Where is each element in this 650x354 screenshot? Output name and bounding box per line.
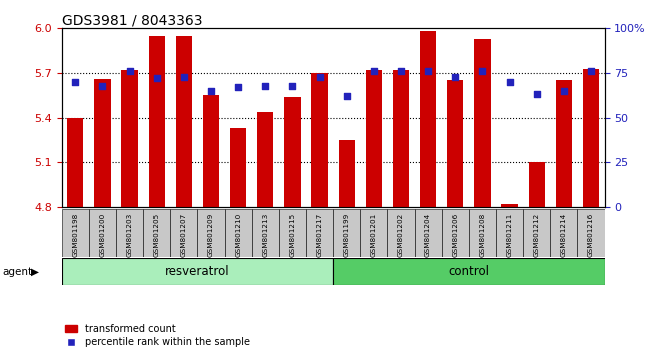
Bar — [550, 209, 577, 257]
Point — [179, 74, 189, 79]
Text: GDS3981 / 8043363: GDS3981 / 8043363 — [62, 13, 202, 27]
Bar — [203, 95, 219, 354]
Text: GSM801209: GSM801209 — [208, 213, 214, 257]
Bar — [393, 70, 409, 354]
Point — [315, 74, 325, 79]
Point — [369, 68, 379, 74]
Text: GSM801216: GSM801216 — [588, 213, 594, 257]
Bar — [306, 209, 333, 257]
Bar — [387, 209, 415, 257]
Text: GSM801202: GSM801202 — [398, 213, 404, 257]
Bar — [279, 209, 306, 257]
Bar — [469, 209, 496, 257]
Legend: transformed count, percentile rank within the sample: transformed count, percentile rank withi… — [63, 322, 252, 349]
Text: GSM801211: GSM801211 — [506, 213, 512, 257]
Bar — [257, 112, 274, 354]
Bar — [94, 79, 111, 354]
Text: GSM801214: GSM801214 — [561, 213, 567, 257]
Point — [287, 83, 298, 88]
Bar — [415, 209, 442, 257]
Bar — [442, 209, 469, 257]
Text: GSM801215: GSM801215 — [289, 213, 295, 257]
Text: GSM801207: GSM801207 — [181, 213, 187, 257]
Bar — [176, 36, 192, 354]
Bar — [333, 258, 604, 285]
Text: GSM801204: GSM801204 — [425, 213, 431, 257]
Point — [206, 88, 216, 94]
Text: ▶: ▶ — [31, 267, 39, 277]
Text: GSM801208: GSM801208 — [480, 213, 486, 257]
Point — [260, 83, 270, 88]
Bar — [333, 209, 360, 257]
Bar — [67, 118, 83, 354]
Point — [558, 88, 569, 94]
Point — [98, 83, 108, 88]
Point — [504, 79, 515, 85]
Point — [532, 92, 542, 97]
Point — [70, 79, 81, 85]
Bar — [143, 209, 170, 257]
Bar — [230, 128, 246, 354]
Bar — [116, 209, 143, 257]
Bar — [339, 140, 355, 354]
Bar — [252, 209, 279, 257]
Bar — [528, 162, 545, 354]
Bar — [284, 97, 300, 354]
Bar — [474, 39, 491, 354]
Text: agent: agent — [3, 267, 32, 277]
Text: GSM801217: GSM801217 — [317, 213, 322, 257]
Text: GSM801212: GSM801212 — [534, 213, 540, 257]
Bar — [122, 70, 138, 354]
Bar — [583, 69, 599, 354]
Point — [423, 68, 434, 74]
Text: GSM801200: GSM801200 — [99, 213, 105, 257]
Point — [124, 68, 135, 74]
Text: GSM801213: GSM801213 — [263, 213, 268, 257]
Point — [450, 74, 460, 79]
Bar — [311, 73, 328, 354]
Text: GSM801205: GSM801205 — [154, 213, 160, 257]
Bar — [447, 80, 463, 354]
Bar — [496, 209, 523, 257]
Bar — [366, 70, 382, 354]
Point — [341, 93, 352, 99]
Bar — [89, 209, 116, 257]
Bar — [62, 258, 333, 285]
Point — [396, 68, 406, 74]
Text: GSM801203: GSM801203 — [127, 213, 133, 257]
Point — [233, 85, 243, 90]
Point — [477, 68, 488, 74]
Bar — [556, 80, 572, 354]
Bar — [62, 209, 89, 257]
Text: GSM801210: GSM801210 — [235, 213, 241, 257]
Bar — [501, 204, 517, 354]
Text: resveratrol: resveratrol — [165, 265, 229, 278]
Bar — [170, 209, 198, 257]
Text: GSM801199: GSM801199 — [344, 213, 350, 257]
Text: control: control — [448, 265, 489, 278]
Text: GSM801201: GSM801201 — [371, 213, 377, 257]
Bar — [198, 209, 225, 257]
Point — [586, 68, 596, 74]
Text: GSM801206: GSM801206 — [452, 213, 458, 257]
Bar — [225, 209, 252, 257]
Bar — [360, 209, 387, 257]
Bar — [149, 36, 165, 354]
Text: GSM801198: GSM801198 — [72, 213, 78, 257]
Point — [151, 75, 162, 81]
Bar — [420, 31, 436, 354]
Bar — [577, 209, 605, 257]
Bar — [523, 209, 551, 257]
